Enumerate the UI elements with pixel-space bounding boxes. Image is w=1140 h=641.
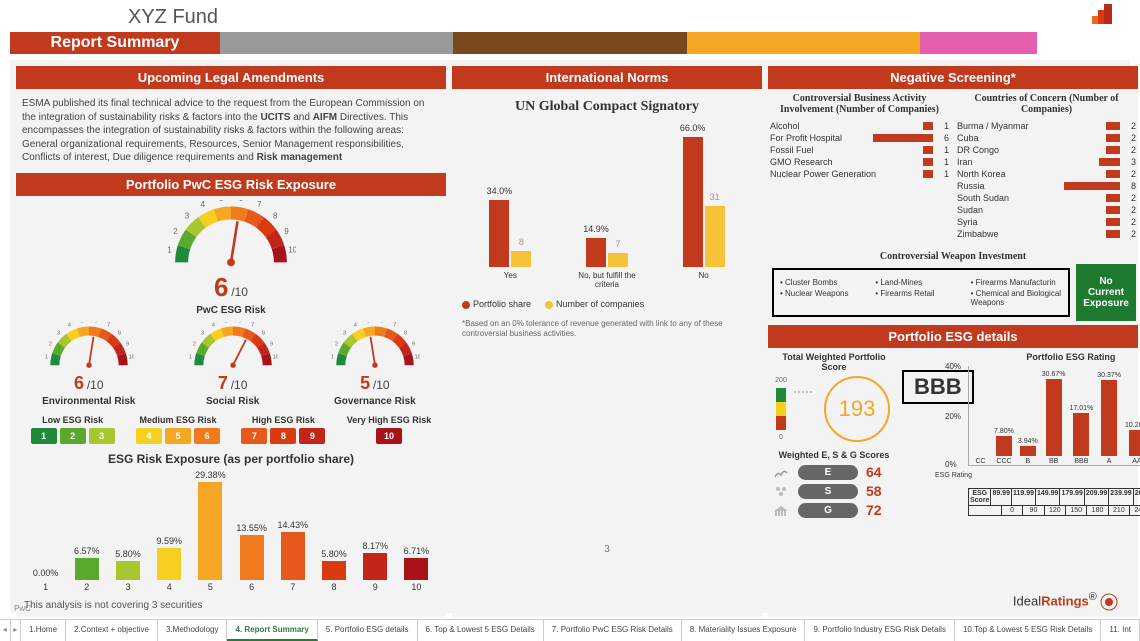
tab-10[interactable]: 11. Int: [1101, 620, 1140, 641]
pwc-footer: PwC: [14, 604, 31, 613]
no-exposure-badge: No Current Exposure: [1076, 264, 1136, 321]
tab-4[interactable]: 5. Portfolio ESG details: [318, 620, 418, 641]
svg-text:7: 7: [257, 200, 261, 209]
svg-text:5: 5: [81, 322, 84, 325]
tab-nav-prev[interactable]: ▸: [11, 620, 22, 641]
tab-9[interactable]: 10.Top & Lowest 5 ESG Risk Details: [955, 620, 1101, 641]
svg-text:10: 10: [128, 355, 133, 361]
rating-chart: Portfolio ESG Rating 40% 20% 0% ESG Rati…: [968, 352, 1140, 521]
svg-text:3: 3: [201, 331, 204, 337]
svg-text:1: 1: [167, 245, 171, 254]
score-table: ESG Score89.99119.99149.99179.99209.9923…: [968, 488, 1140, 516]
sec-legal-hdr: Upcoming Legal Amendments: [16, 66, 446, 89]
col-intl-norms: International Norms UN Global Compact Si…: [452, 66, 762, 617]
svg-text:9: 9: [270, 342, 273, 348]
svg-text:1: 1: [45, 355, 48, 361]
tab-0[interactable]: 1.Home: [21, 620, 66, 641]
col-legal-risk: Upcoming Legal Amendments ESMA published…: [16, 66, 446, 617]
svg-text:4: 4: [68, 323, 71, 329]
svg-text:6: 6: [94, 322, 97, 325]
tab-7[interactable]: 8. Materiality Issues Exposure: [682, 620, 806, 641]
svg-text:2: 2: [49, 342, 52, 348]
sec-risk-hdr: Portfolio PwC ESG Risk Exposure: [16, 173, 446, 196]
weapon-box: • Cluster Bombs• Nuclear Weapons• Land-M…: [772, 268, 1070, 317]
risk-bar-chart: 0.00%16.57%25.80%39.59%429.38%513.55%614…: [28, 472, 434, 592]
svg-text:8: 8: [404, 331, 407, 337]
footnote: This analysis is not covering 3 securiti…: [16, 594, 446, 617]
svg-text:6: 6: [239, 200, 243, 203]
col-neg-screen: Negative Screening* Controversial Busine…: [768, 66, 1138, 617]
sec-intl-hdr: International Norms: [452, 66, 762, 89]
legal-body: ESMA published its final technical advic…: [16, 89, 446, 173]
un-title: UN Global Compact Signatory: [452, 99, 762, 115]
svg-text:8: 8: [273, 211, 277, 220]
tab-nav-first[interactable]: ◂: [0, 620, 11, 641]
ideal-ratings-logo: IdealRatings®: [1013, 591, 1118, 611]
svg-text:2: 2: [335, 342, 338, 348]
svg-text:2: 2: [193, 342, 196, 348]
svg-text:8: 8: [118, 331, 121, 337]
un-note: *Based on an 0% tolerance of revenue gen…: [452, 315, 762, 344]
tab-6[interactable]: 7. Portfolio PwC ESG Risk Details: [544, 620, 682, 641]
tab-8[interactable]: 9. Portfolio Industry ESG Risk Details: [805, 620, 955, 641]
sec-neg-hdr: Negative Screening*: [768, 66, 1138, 89]
svg-text:5: 5: [367, 322, 370, 325]
svg-text:10: 10: [288, 245, 296, 254]
svg-text:1: 1: [188, 355, 191, 361]
svg-text:4: 4: [354, 323, 357, 329]
bbb-rating: BBB: [902, 370, 974, 404]
twps-panel: Total Weighted Portfolio Score 200 0 193…: [772, 352, 896, 521]
svg-text:5: 5: [219, 200, 223, 203]
bar-chart-title: ESG Risk Exposure (as per portfolio shar…: [16, 452, 446, 466]
sheet-tabs[interactable]: ◂ ▸ 1.Home2.Context + objective3.Methodo…: [0, 619, 1140, 641]
weap-title: Controversial Weapon Investment: [768, 251, 1138, 262]
svg-text:3: 3: [343, 331, 346, 337]
tab-2[interactable]: 3.Methodology: [158, 620, 227, 641]
un-legend: Portfolio shareNumber of companies: [452, 293, 762, 315]
svg-text:1: 1: [331, 355, 334, 361]
svg-text:4: 4: [201, 200, 206, 209]
tab-5[interactable]: 6. Top & Lowest 5 ESG Details: [418, 620, 544, 641]
svg-text:3: 3: [185, 211, 189, 220]
svg-text:3: 3: [57, 331, 60, 337]
svg-text:7: 7: [251, 323, 254, 329]
svg-text:2: 2: [173, 227, 177, 236]
svg-text:5: 5: [224, 322, 227, 325]
cba-title: Controversial Business Activity Involvem…: [770, 93, 949, 115]
svg-text:6: 6: [238, 322, 241, 325]
fund-name: XYZ Fund: [128, 6, 218, 29]
report-title: Report Summary: [10, 32, 220, 54]
tab-3[interactable]: 4. Report Summary: [227, 620, 317, 641]
svg-text:7: 7: [393, 323, 396, 329]
svg-text:9: 9: [284, 227, 288, 236]
svg-text:8: 8: [262, 331, 265, 337]
svg-text:10: 10: [415, 355, 420, 361]
un-chart: 34.0% 8 Yes 14.9% 7 No, but fulfill the …: [452, 133, 762, 293]
bbb-panel: BBB: [902, 352, 962, 521]
sec-esg-hdr: Portfolio ESG details: [768, 325, 1138, 348]
twps-score: 193: [824, 376, 890, 442]
svg-text:6: 6: [380, 322, 383, 325]
num3: 3: [452, 544, 762, 555]
svg-text:4: 4: [212, 323, 215, 329]
svg-text:10: 10: [272, 355, 277, 361]
svg-text:9: 9: [412, 342, 415, 348]
title-bar: Report Summary: [10, 32, 1130, 54]
gauge-main: 123456789106 /10PwC ESG Risk: [16, 200, 446, 317]
svg-text:9: 9: [126, 342, 129, 348]
coc-title: Countries of Concern (Number of Companie…: [957, 93, 1136, 115]
svg-text:7: 7: [107, 323, 110, 329]
tab-1[interactable]: 2.Context + objective: [66, 620, 158, 641]
